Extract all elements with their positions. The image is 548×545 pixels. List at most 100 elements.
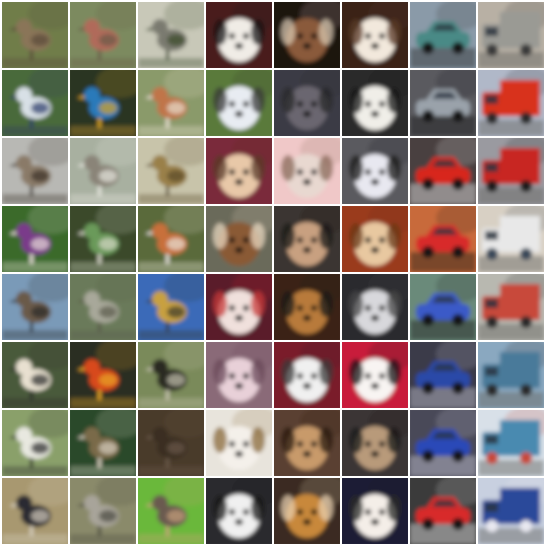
image-tile-truck <box>478 138 544 204</box>
image-tile-bird <box>70 2 136 68</box>
bird-thumbnail <box>2 138 68 204</box>
bird-thumbnail <box>2 274 68 340</box>
image-tile-dog <box>206 410 272 476</box>
image-tile-dog <box>274 342 340 408</box>
image-tile-bird <box>2 410 68 476</box>
image-tile-bird <box>2 274 68 340</box>
image-tile-bird <box>70 410 136 476</box>
image-tile-dog <box>274 410 340 476</box>
dog-thumbnail <box>342 206 408 272</box>
image-tile-bird <box>138 274 204 340</box>
truck-thumbnail <box>478 138 544 204</box>
dog-thumbnail <box>206 478 272 544</box>
dog-thumbnail <box>342 274 408 340</box>
truck-thumbnail <box>478 70 544 136</box>
bird-thumbnail <box>70 206 136 272</box>
bird-thumbnail <box>70 478 136 544</box>
bird-thumbnail <box>70 2 136 68</box>
image-tile-dog <box>274 206 340 272</box>
car-thumbnail <box>410 70 476 136</box>
dog-thumbnail <box>342 410 408 476</box>
image-tile-bird <box>2 478 68 544</box>
image-tile-car <box>410 138 476 204</box>
image-tile-truck <box>478 410 544 476</box>
bird-thumbnail <box>138 206 204 272</box>
image-tile-car <box>410 274 476 340</box>
bird-thumbnail <box>2 2 68 68</box>
bird-thumbnail <box>70 342 136 408</box>
dog-thumbnail <box>342 2 408 68</box>
image-tile-bird <box>138 206 204 272</box>
image-tile-car <box>410 70 476 136</box>
bird-thumbnail <box>138 274 204 340</box>
image-tile-truck <box>478 342 544 408</box>
dog-thumbnail <box>342 138 408 204</box>
image-tile-dog <box>206 342 272 408</box>
image-tile-truck <box>478 70 544 136</box>
image-tile-bird <box>138 342 204 408</box>
image-tile-dog <box>274 70 340 136</box>
image-tile-car <box>410 410 476 476</box>
dog-thumbnail <box>206 410 272 476</box>
image-tile-dog <box>206 274 272 340</box>
image-tile-dog <box>206 206 272 272</box>
bird-thumbnail <box>70 410 136 476</box>
image-tile-bird <box>2 206 68 272</box>
image-tile-bird <box>70 274 136 340</box>
bird-thumbnail <box>2 206 68 272</box>
image-tile-truck <box>478 2 544 68</box>
truck-thumbnail <box>478 410 544 476</box>
image-tile-bird <box>138 410 204 476</box>
image-tile-bird <box>2 342 68 408</box>
image-tile-bird <box>2 70 68 136</box>
image-tile-bird <box>138 70 204 136</box>
car-thumbnail <box>410 2 476 68</box>
image-tile-car <box>410 342 476 408</box>
dog-thumbnail <box>274 138 340 204</box>
image-tile-dog <box>206 478 272 544</box>
image-tile-dog <box>342 206 408 272</box>
image-tile-dog <box>206 138 272 204</box>
car-thumbnail <box>410 478 476 544</box>
dog-thumbnail <box>274 478 340 544</box>
truck-thumbnail <box>478 2 544 68</box>
bird-thumbnail <box>138 478 204 544</box>
bird-thumbnail <box>138 2 204 68</box>
dog-thumbnail <box>342 342 408 408</box>
truck-thumbnail <box>478 478 544 544</box>
image-tile-dog <box>274 2 340 68</box>
dog-thumbnail <box>206 138 272 204</box>
car-thumbnail <box>410 342 476 408</box>
image-tile-dog <box>342 274 408 340</box>
bird-thumbnail <box>70 70 136 136</box>
bird-thumbnail <box>2 478 68 544</box>
image-tile-bird <box>2 138 68 204</box>
image-tile-dog <box>274 138 340 204</box>
image-tile-bird <box>70 70 136 136</box>
dog-thumbnail <box>274 70 340 136</box>
image-tile-dog <box>342 138 408 204</box>
dog-thumbnail <box>274 410 340 476</box>
image-tile-dog <box>274 274 340 340</box>
image-tile-bird <box>138 138 204 204</box>
image-tile-car <box>410 2 476 68</box>
dog-thumbnail <box>206 342 272 408</box>
car-thumbnail <box>410 410 476 476</box>
image-tile-bird <box>138 2 204 68</box>
image-tile-dog <box>206 70 272 136</box>
bird-thumbnail <box>2 70 68 136</box>
image-tile-dog <box>342 2 408 68</box>
image-tile-bird <box>138 478 204 544</box>
dog-thumbnail <box>206 2 272 68</box>
image-tile-bird <box>70 206 136 272</box>
image-tile-dog <box>342 410 408 476</box>
image-tile-dog <box>342 342 408 408</box>
bird-thumbnail <box>2 410 68 476</box>
image-tile-bird <box>70 138 136 204</box>
image-tile-bird <box>2 2 68 68</box>
bird-thumbnail <box>138 138 204 204</box>
dog-thumbnail <box>342 478 408 544</box>
image-tile-dog <box>342 478 408 544</box>
image-tile-bird <box>70 342 136 408</box>
